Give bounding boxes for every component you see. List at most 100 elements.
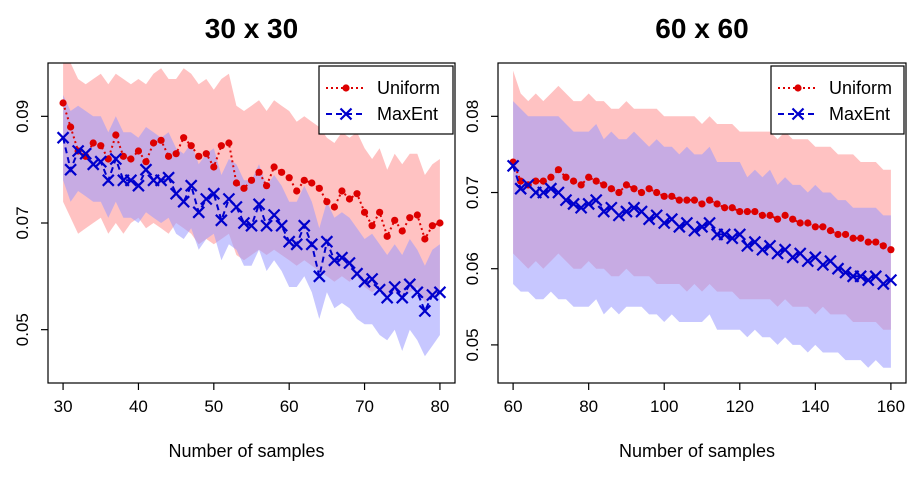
point-maxent-27 (260, 219, 273, 232)
point-uniform-10 (134, 147, 143, 155)
point-maxent-48 (418, 304, 432, 318)
x-tick-label: 40 (129, 397, 148, 416)
point-uniform-26 (255, 168, 263, 176)
point-maxent-0 (56, 131, 70, 144)
point-maxent-43 (380, 291, 394, 304)
point-uniform-50 (436, 219, 444, 227)
legend-box (318, 65, 454, 135)
point-uniform-34 (766, 211, 774, 219)
point-uniform-24 (690, 196, 699, 204)
point-maxent-4 (537, 186, 550, 199)
x-tick-label: 100 (650, 397, 678, 416)
point-maxent-10 (132, 179, 145, 192)
y-tick-label: 0.08 (463, 100, 482, 133)
point-uniform-11 (142, 158, 150, 166)
point-uniform-43 (834, 230, 842, 239)
point-uniform-9 (127, 155, 135, 163)
point-maxent-1 (64, 163, 77, 176)
point-maxent-29 (275, 219, 288, 232)
y-tick-label: 0.05 (463, 328, 482, 361)
point-maxent-19 (200, 192, 213, 206)
x-tick-label: 70 (355, 397, 374, 416)
point-uniform-42 (826, 227, 835, 235)
point-uniform-4 (539, 177, 547, 185)
point-maxent-44 (839, 266, 852, 279)
point-maxent-17 (184, 179, 198, 192)
point-maxent-24 (237, 216, 251, 230)
point-maxent-50 (884, 273, 898, 287)
point-uniform-20 (660, 192, 668, 200)
legend-marker-uniform (794, 84, 802, 92)
point-uniform-48 (872, 238, 880, 246)
legend-marker-maxent (339, 107, 353, 121)
point-uniform-0 (59, 99, 67, 107)
point-uniform-26 (705, 196, 714, 204)
point-maxent-9 (124, 174, 138, 187)
point-maxent-46 (854, 270, 867, 283)
point-uniform-13 (157, 136, 165, 144)
point-maxent-0 (506, 159, 520, 173)
point-maxent-28 (267, 208, 281, 222)
point-uniform-31 (293, 187, 301, 195)
point-uniform-45 (849, 234, 857, 242)
point-maxent-45 (395, 291, 409, 304)
band-maxent (513, 101, 891, 368)
point-uniform-16 (180, 134, 188, 142)
x-tick-label: 80 (579, 397, 598, 416)
plot-frame (497, 62, 907, 384)
y-tick-label: 0.07 (463, 176, 482, 209)
point-maxent-11 (139, 163, 153, 176)
point-uniform-45 (398, 227, 406, 235)
point-maxent-44 (388, 280, 401, 294)
legend-box (770, 65, 905, 135)
point-maxent-31 (741, 239, 754, 253)
point-uniform-29 (278, 168, 286, 176)
point-maxent-34 (313, 270, 326, 283)
point-uniform-5 (547, 173, 555, 181)
point-uniform-22 (225, 139, 233, 147)
point-uniform-38 (345, 195, 354, 203)
point-uniform-18 (645, 185, 653, 193)
point-uniform-39 (353, 190, 361, 198)
point-uniform-37 (789, 215, 797, 223)
point-uniform-33 (758, 211, 767, 219)
point-uniform-20 (210, 163, 218, 171)
legend-marker-uniform (342, 84, 350, 92)
point-uniform-49 (428, 222, 436, 230)
point-uniform-7 (112, 131, 120, 139)
point-uniform-4 (89, 139, 97, 147)
point-maxent-16 (177, 195, 190, 208)
legend-label-maxent: MaxEnt (829, 104, 890, 124)
point-maxent-33 (305, 238, 319, 251)
legend-label-uniform: Uniform (829, 78, 892, 98)
point-maxent-14 (162, 171, 175, 184)
point-maxent-4 (86, 158, 100, 171)
legend-marker-maxent (791, 107, 805, 121)
x-tick-label: 80 (430, 397, 449, 416)
legend-label-uniform: Uniform (377, 78, 440, 98)
point-maxent-33 (756, 243, 769, 256)
point-maxent-47 (861, 273, 875, 287)
point-uniform-14 (164, 152, 173, 160)
point-maxent-24 (688, 224, 701, 237)
point-uniform-50 (887, 246, 895, 254)
point-maxent-37 (335, 251, 349, 264)
x-tick-label: 60 (504, 397, 523, 416)
point-maxent-28 (718, 228, 731, 241)
point-uniform-27 (262, 182, 271, 190)
point-maxent-49 (426, 288, 439, 302)
point-maxent-41 (816, 258, 830, 272)
point-uniform-33 (308, 179, 316, 187)
point-maxent-40 (358, 275, 371, 288)
point-uniform-7 (562, 173, 570, 181)
point-uniform-23 (232, 179, 241, 187)
point-uniform-14 (615, 188, 623, 197)
point-uniform-36 (330, 203, 339, 211)
point-uniform-36 (781, 211, 789, 219)
point-uniform-25 (698, 200, 706, 208)
point-maxent-13 (154, 174, 168, 187)
point-maxent-47 (411, 286, 424, 299)
point-uniform-21 (217, 142, 225, 150)
x-axis-label: Number of samples (619, 441, 775, 461)
